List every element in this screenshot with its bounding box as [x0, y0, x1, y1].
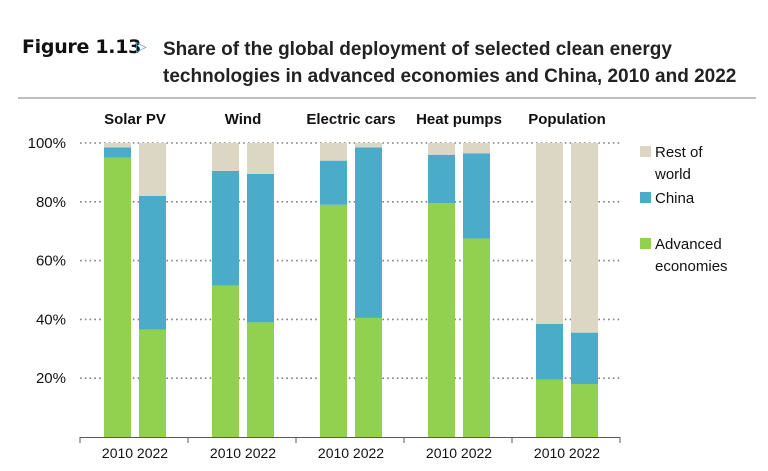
- x-tick-label: 2022: [245, 445, 276, 461]
- bar-segment: [212, 170, 239, 286]
- bar-segment: [104, 147, 131, 158]
- category-labels: Solar PV Wind Electric cars Heat pumps Popul…: [104, 111, 606, 128]
- y-tick-label: 100%: [28, 135, 66, 152]
- y-tick-label: 20%: [36, 370, 66, 387]
- legend: Rest of world China Advanced economies: [640, 144, 728, 275]
- x-axis: 2010 2022 2010 2022 2010 2022 2010 2022 2010 2022: [79, 437, 621, 461]
- figure-title-line-1: Share of the global deployment of select…: [163, 39, 672, 60]
- x-tick-label: 2010: [426, 445, 457, 461]
- bar-segment: [320, 143, 347, 161]
- x-tick-label: 2010: [102, 445, 133, 461]
- x-tick-label: 2010: [210, 445, 241, 461]
- category-label: Population: [528, 111, 606, 128]
- x-tick-label: 2010: [318, 445, 349, 461]
- bar-segment: [104, 143, 131, 148]
- bar-segment: [355, 143, 382, 148]
- bar-segment: [247, 173, 274, 323]
- bar-segment: [355, 147, 382, 318]
- category-label: Solar PV: [104, 111, 166, 128]
- bar-segment: [463, 153, 490, 239]
- y-tick-label: 80%: [36, 194, 66, 211]
- bar-segment: [212, 285, 239, 437]
- legend-label: China: [655, 190, 695, 207]
- y-tick-label: 40%: [36, 311, 66, 328]
- title-divider: [18, 97, 756, 99]
- figure-arrow-icon: ▷: [136, 38, 147, 54]
- x-tick-label: 2022: [353, 445, 384, 461]
- bar-segment: [320, 160, 347, 205]
- category-label: Heat pumps: [416, 111, 502, 128]
- legend-label-line-2: world: [654, 166, 691, 183]
- bar-segment: [571, 384, 598, 437]
- figure-label: Figure 1.13: [22, 36, 142, 58]
- legend-swatch: [640, 238, 651, 249]
- y-axis: 20% 40% 60% 80% 100%: [28, 135, 66, 387]
- bar-segment: [104, 157, 131, 437]
- bars: [104, 143, 598, 437]
- legend-label: Rest of: [655, 144, 703, 161]
- bar-segment: [428, 154, 455, 204]
- legend-swatch: [640, 146, 651, 157]
- bar-segment: [536, 143, 563, 324]
- bar-segment: [571, 143, 598, 333]
- bar-segment: [247, 322, 274, 437]
- bar-segment: [212, 143, 239, 171]
- figure-title: Share of the global deployment of select…: [163, 36, 763, 90]
- x-tick-label: 2022: [569, 445, 600, 461]
- bar-segment: [536, 323, 563, 380]
- bar-segment: [139, 143, 166, 196]
- y-tick-label: 60%: [36, 253, 66, 270]
- legend-label: Advanced: [655, 236, 722, 253]
- bar-segment: [139, 329, 166, 437]
- category-label: Wind: [225, 111, 262, 128]
- bar-segment: [320, 204, 347, 437]
- legend-swatch: [640, 192, 651, 203]
- legend-label-line-2: economies: [655, 258, 728, 275]
- gridlines: [80, 142, 620, 380]
- bar-segment: [428, 143, 455, 155]
- figure-title-line-2: technologies in advanced economies and C…: [163, 66, 737, 87]
- bar-segment: [463, 238, 490, 437]
- bar-segment: [463, 143, 490, 154]
- category-label: Electric cars: [306, 111, 395, 128]
- bar-segment: [247, 143, 274, 174]
- bar-segment: [428, 203, 455, 437]
- x-tick-label: 2022: [461, 445, 492, 461]
- x-tick-label: 2022: [137, 445, 168, 461]
- bar-segment: [139, 195, 166, 330]
- bar-segment: [571, 332, 598, 385]
- x-tick-label: 2010: [534, 445, 565, 461]
- bar-segment: [355, 317, 382, 437]
- bar-segment: [536, 379, 563, 437]
